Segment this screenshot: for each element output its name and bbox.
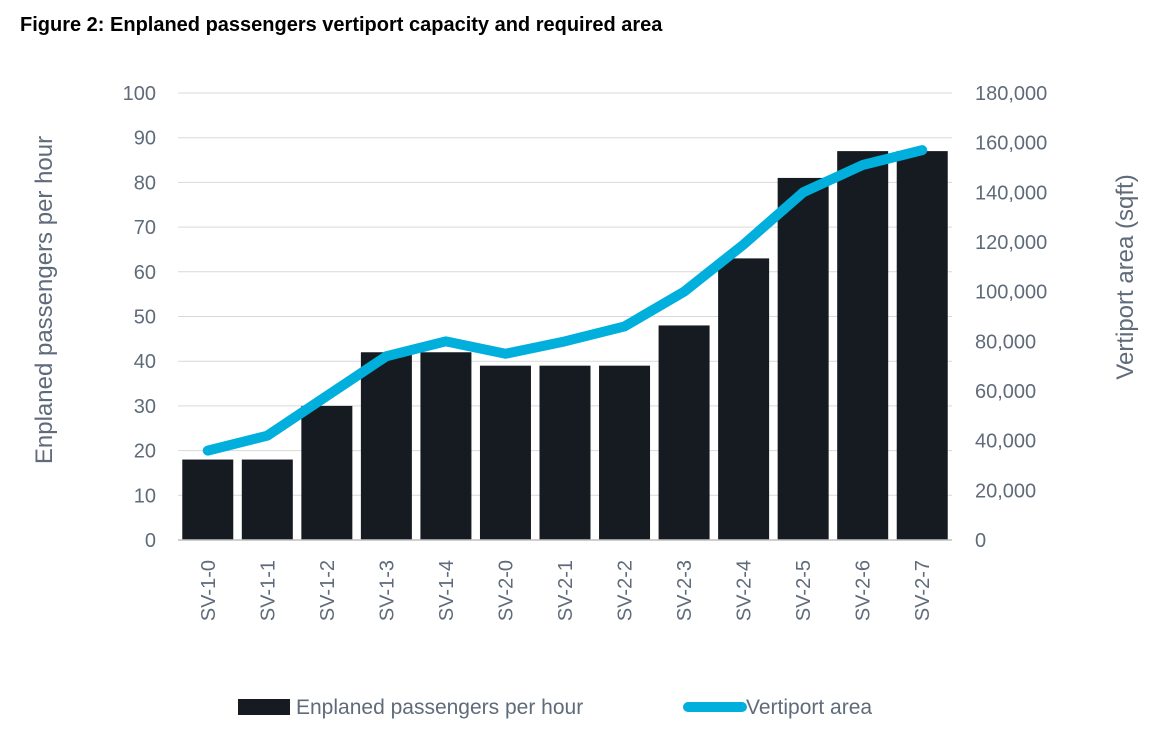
legend: Enplaned passengers per hour Vertiport a…	[238, 696, 872, 719]
bar-SV-2-3	[658, 325, 710, 540]
bar-SV-2-7	[896, 151, 948, 541]
bar-SV-1-2	[301, 405, 353, 540]
bar-series	[182, 151, 948, 541]
x-tick-label: SV-1-1	[257, 560, 279, 621]
y-axis-right-title: Vertiport area (sqft)	[1112, 174, 1139, 379]
x-tick-label: SV-2-5	[793, 560, 815, 621]
bar-SV-1-4	[420, 352, 472, 540]
y-left-tick-label: 70	[134, 217, 156, 239]
y-axis-left-ticks: 0 10 20 30 40 50 60 70 80 90 100	[123, 83, 156, 552]
x-tick-label: SV-2-7	[912, 560, 934, 621]
bar-SV-1-0	[182, 459, 234, 540]
y-right-tick-label: 160,000	[975, 133, 1047, 155]
vertiport-area-line	[202, 145, 928, 456]
y-left-tick-label: 10	[134, 485, 156, 507]
line-series	[202, 145, 928, 456]
y-axis-left-title: Enplaned passengers per hour	[31, 136, 58, 464]
legend-label-line: Vertiport area	[746, 696, 872, 719]
y-left-tick-label: 20	[134, 441, 156, 463]
y-left-tick-label: 80	[134, 172, 156, 194]
x-tick-label: SV-2-3	[674, 560, 696, 621]
y-left-tick-label: 100	[123, 83, 156, 105]
y-right-tick-label: 140,000	[975, 182, 1047, 204]
y-right-tick-label: 20,000	[975, 480, 1036, 502]
y-right-tick-label: 60,000	[975, 381, 1036, 403]
bar-SV-1-1	[241, 459, 293, 540]
y-right-tick-label: 180,000	[975, 83, 1047, 105]
bar-SV-2-4	[718, 258, 770, 540]
bar-SV-2-6	[837, 151, 889, 541]
x-tick-label: SV-2-6	[853, 560, 875, 621]
x-tick-label: SV-2-2	[615, 560, 637, 621]
x-tick-label: SV-1-2	[317, 560, 339, 621]
y-axis-right-ticks: 0 20,000 40,000 60,000 80,000 100,000 120,000 1…	[975, 83, 1047, 552]
x-tick-label: SV-1-3	[376, 560, 398, 621]
y-right-tick-label: 120,000	[975, 232, 1047, 254]
x-tick-label: SV-2-4	[734, 560, 756, 621]
x-tick-label: SV-1-4	[436, 560, 458, 621]
bar-SV-2-2	[599, 365, 651, 540]
x-tick-label: SV-2-0	[495, 560, 517, 621]
x-tick-label: SV-1-0	[198, 560, 220, 621]
y-left-tick-label: 60	[134, 262, 156, 284]
legend-swatch-bars	[238, 699, 290, 715]
x-axis-ticks: SV-1-0 SV-1-1 SV-1-2 SV-1-3 SV-1-4 SV-2-0 SV-2…	[198, 560, 934, 621]
figure-title: Figure 2: Enplaned passengers vertiport …	[20, 14, 663, 36]
y-left-tick-label: 30	[134, 396, 156, 418]
bar-SV-1-3	[360, 352, 412, 540]
bar-SV-2-1	[539, 365, 591, 540]
y-left-tick-label: 0	[145, 530, 156, 552]
y-left-tick-label: 90	[134, 128, 156, 150]
y-left-tick-label: 40	[134, 351, 156, 373]
bar-SV-2-5	[777, 177, 829, 540]
legend-label-bars: Enplaned passengers per hour	[296, 696, 583, 719]
y-right-tick-label: 100,000	[975, 282, 1047, 304]
bar-SV-2-0	[479, 365, 531, 540]
y-left-tick-label: 50	[134, 307, 156, 329]
y-right-tick-label: 80,000	[975, 331, 1036, 353]
x-tick-label: SV-2-1	[555, 560, 577, 621]
y-right-tick-label: 0	[975, 530, 986, 552]
y-right-tick-label: 40,000	[975, 431, 1036, 453]
